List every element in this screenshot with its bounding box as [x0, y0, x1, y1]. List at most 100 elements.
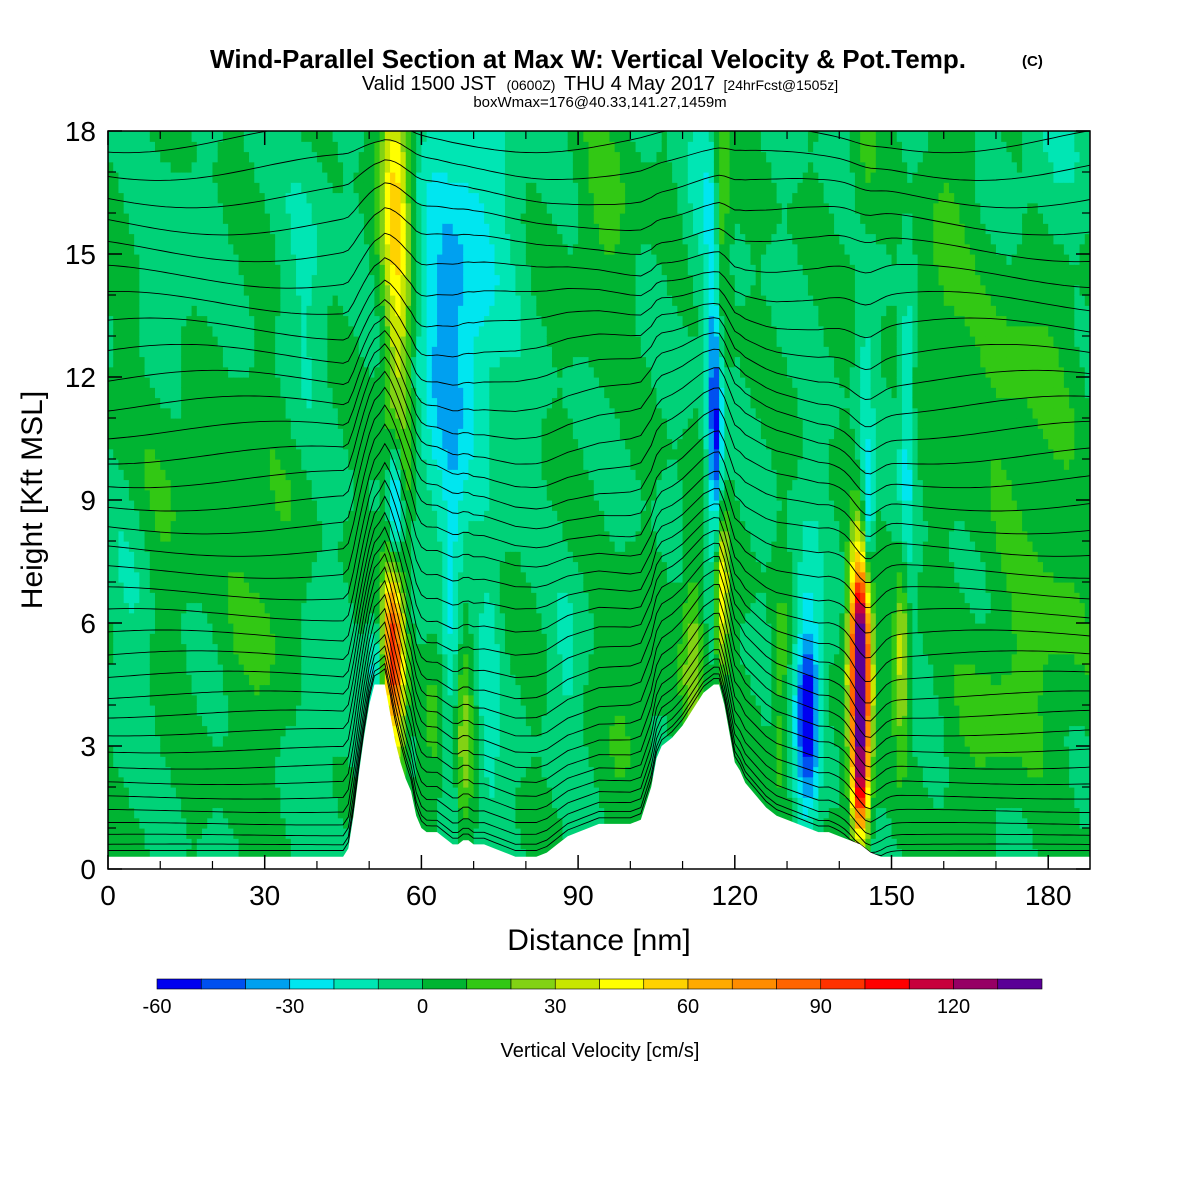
vv-cell	[254, 387, 261, 399]
vv-cell	[374, 325, 381, 337]
vv-cell	[181, 192, 187, 204]
vv-cell	[264, 377, 271, 388]
vv-cell	[108, 254, 114, 265]
vv-cell	[311, 284, 318, 296]
vv-cell	[196, 520, 203, 532]
vv-cell	[207, 592, 214, 604]
vv-cell	[327, 561, 334, 573]
vv-cell	[311, 182, 318, 194]
vv-cell	[457, 479, 464, 491]
vv-cell	[322, 151, 328, 163]
vv-cell	[363, 213, 370, 224]
vv-cell	[222, 653, 229, 665]
vv-cell	[165, 500, 172, 511]
vv-cell	[149, 828, 156, 839]
vv-cell	[306, 612, 313, 624]
vv-cell	[243, 633, 250, 645]
vv-cell	[306, 428, 313, 440]
vv-cell	[353, 530, 360, 542]
vv-cell	[134, 448, 140, 460]
vv-cell	[463, 346, 470, 358]
vv-cell	[181, 766, 187, 778]
vv-cell	[311, 612, 318, 624]
vv-cell	[207, 397, 214, 409]
vv-cell	[202, 848, 208, 860]
vv-cell	[285, 643, 292, 655]
vv-cell	[337, 489, 344, 501]
vv-cell	[431, 551, 438, 563]
vv-cell	[175, 766, 182, 778]
vv-cell	[259, 735, 266, 747]
vv-cell	[316, 418, 323, 429]
vv-cell	[316, 213, 323, 224]
vv-cell	[207, 202, 214, 214]
vv-cell	[426, 315, 433, 327]
vv-cell	[275, 336, 281, 347]
vv-cell	[259, 643, 266, 655]
vv-cell	[437, 418, 443, 429]
vv-cell	[202, 336, 208, 347]
vv-cell	[348, 807, 355, 819]
vv-cell	[337, 602, 344, 614]
vv-cell	[191, 336, 198, 347]
vv-cell	[316, 500, 323, 511]
vv-cell	[379, 325, 386, 337]
vv-cell	[416, 653, 422, 665]
vv-cell	[400, 428, 407, 440]
vv-cell	[348, 223, 355, 235]
vv-cell	[363, 612, 370, 624]
vv-cell	[369, 602, 375, 614]
vv-cell	[165, 243, 172, 255]
vv-cell	[217, 438, 224, 450]
vv-cell	[264, 161, 271, 173]
vv-cell	[400, 264, 407, 276]
vv-cell	[348, 182, 355, 194]
vv-cell	[269, 530, 276, 542]
vv-cell	[165, 735, 172, 747]
vv-cell	[437, 223, 443, 235]
vv-cell	[442, 243, 449, 255]
vv-cell	[243, 694, 250, 706]
vv-cell	[202, 243, 208, 255]
vv-cell	[316, 530, 323, 542]
vv-cell	[416, 407, 422, 419]
vv-cell	[369, 684, 375, 696]
vv-cell	[426, 305, 433, 317]
vv-cell	[118, 643, 125, 655]
vv-cell	[207, 848, 214, 860]
vv-cell	[374, 407, 381, 419]
vv-cell	[316, 520, 323, 532]
vv-cell	[123, 233, 130, 245]
vv-cell	[384, 407, 391, 419]
vv-cell	[343, 305, 349, 317]
vv-cell	[369, 356, 375, 368]
vv-cell	[118, 479, 125, 491]
vv-cell	[128, 325, 135, 337]
vv-cell	[353, 582, 360, 593]
vv-cell	[416, 274, 422, 286]
vv-cell	[311, 172, 318, 183]
vv-cell	[437, 756, 443, 768]
vv-cell	[285, 838, 292, 850]
vv-cell	[316, 653, 323, 665]
vv-cell	[285, 520, 292, 532]
vv-cell	[400, 233, 407, 245]
vv-cell	[238, 561, 245, 573]
vv-cell	[290, 582, 297, 593]
vv-cell	[348, 397, 355, 409]
vv-cell	[442, 797, 449, 809]
vv-cell	[238, 653, 245, 665]
vv-cell	[118, 766, 125, 778]
vv-cell	[259, 274, 266, 286]
vv-cell	[207, 735, 214, 747]
vv-cell	[228, 397, 234, 409]
vv-cell	[202, 315, 208, 327]
vv-cell	[264, 264, 271, 276]
vv-cell	[207, 787, 214, 798]
vv-cell	[233, 182, 240, 194]
vv-cell	[269, 735, 276, 747]
vv-cell	[254, 233, 261, 245]
vv-cell	[207, 284, 214, 296]
vv-cell	[128, 295, 135, 306]
vv-cell	[233, 243, 240, 255]
